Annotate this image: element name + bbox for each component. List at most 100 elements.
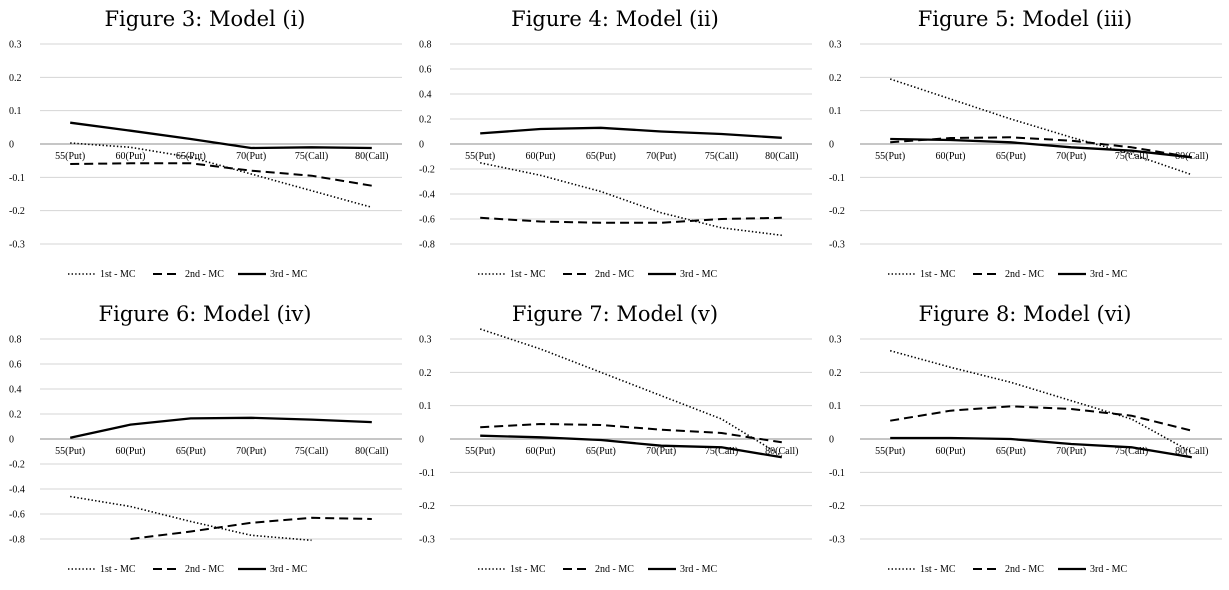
x-tick-label: 75(Call)	[295, 151, 328, 162]
chart-title: Figure 8: Model (vi)	[919, 302, 1132, 326]
series-line-3	[480, 126, 782, 139]
y-tick-label: -0.8	[419, 240, 435, 251]
y-tick-label: -0.8	[9, 535, 25, 546]
x-tick-label: 55(Put)	[55, 151, 85, 162]
x-tick-label: 75(Call)	[1115, 151, 1148, 162]
y-tick-label: 0.3	[9, 40, 22, 51]
y-tick-label: 0	[829, 140, 834, 151]
y-tick-label: 0.3	[829, 40, 842, 51]
y-tick-label: 0	[9, 140, 14, 151]
chart-svg: Figure 4: Model (ii) 0.8 0.6 0.4 0.2 0 -0.2 -0.…	[419, 7, 812, 280]
y-tick-label: 0.1	[829, 401, 842, 412]
x-tick-label: 55(Put)	[875, 446, 905, 457]
series-line-3	[69, 416, 372, 439]
chart-2: Figure 4: Model (ii) 0.8 0.6 0.4 0.2 0 -0.2 -0.…	[410, 0, 820, 295]
y-tick-label: -0.3	[829, 240, 845, 251]
series-line-3	[70, 121, 372, 150]
y-tick-label: 0.3	[419, 335, 432, 346]
x-tick-label: 65(Put)	[176, 446, 206, 457]
y-tick-label: -0.4	[419, 190, 435, 201]
series-line-2	[70, 162, 372, 187]
chart-svg: Figure 3: Model (i) 0.3 0.2 0.1 0 -0.1 -0.2 -0.…	[9, 7, 402, 280]
x-tick-label: 70(Put)	[1056, 151, 1086, 162]
y-tick-label: -0.6	[9, 510, 25, 521]
y-tick-label: 0.8	[9, 335, 22, 346]
y-tick-label: 0	[829, 435, 834, 446]
chart-3: Figure 5: Model (iii) 0.3 0.2 0.1 0 -0.1 -0.2 -…	[820, 0, 1229, 295]
x-tick-label: 55(Put)	[465, 151, 495, 162]
y-tick-label: 0.4	[419, 90, 432, 101]
y-tick-label: 0.1	[9, 106, 22, 117]
legend-label: 1st - MC	[100, 564, 136, 575]
chart-svg: Figure 7: Model (v) 0.3 0.2 0.1 0 -0.1 -0.2 -0.…	[419, 302, 812, 575]
y-tick-label: 0.3	[829, 335, 842, 346]
y-tick-label: -0.2	[829, 206, 845, 217]
x-tick-label: 60(Put)	[936, 446, 966, 457]
chart-6: Figure 8: Model (vi) 0.3 0.2 0.1 0 -0.1 -0.2 -0…	[820, 295, 1229, 590]
y-tick-label: -0.1	[9, 173, 25, 184]
y-tick-label: -0.1	[829, 468, 845, 479]
x-tick-label: 60(Put)	[526, 446, 556, 457]
x-tick-label: 65(Put)	[996, 446, 1026, 457]
y-tick-label: 0.1	[829, 106, 842, 117]
legend-label: 1st - MC	[100, 269, 136, 280]
series-line-2	[130, 516, 372, 540]
x-tick-label: 60(Put)	[526, 151, 556, 162]
series-line-1	[70, 495, 312, 542]
y-tick-label: 0	[419, 435, 424, 446]
chart-title: Figure 5: Model (iii)	[918, 7, 1132, 31]
y-tick-label: 0.2	[829, 368, 842, 379]
legend-label: 3rd - MC	[270, 564, 308, 575]
y-tick-label: -0.3	[419, 535, 435, 546]
y-tick-label: 0.1	[419, 401, 432, 412]
x-tick-label: 70(Put)	[646, 446, 676, 457]
legend-label: 2nd - MC	[595, 564, 634, 575]
y-tick-label: -0.2	[9, 460, 25, 471]
x-tick-label: 75(Call)	[705, 151, 738, 162]
chart-4: Figure 6: Model (iv) 0.8 0.6 0.4 0.2 0 -0.2 -0.…	[0, 295, 410, 590]
chart-svg: Figure 6: Model (iv) 0.8 0.6 0.4 0.2 0 -0.2 -0.…	[9, 302, 402, 575]
x-tick-label: 65(Put)	[996, 151, 1026, 162]
y-tick-label: 0.2	[419, 115, 432, 126]
x-tick-label: 75(Call)	[295, 446, 328, 457]
y-tick-label: 0.2	[419, 368, 432, 379]
x-tick-label: 55(Put)	[875, 151, 905, 162]
x-tick-label: 65(Put)	[586, 151, 616, 162]
y-tick-label: -0.2	[9, 206, 25, 217]
x-tick-label: 65(Put)	[176, 151, 206, 162]
x-tick-label: 80(Call)	[765, 151, 798, 162]
series-line-1	[889, 78, 1193, 176]
x-tick-label: 55(Put)	[465, 446, 495, 457]
chart-1: Figure 3: Model (i) 0.3 0.2 0.1 0 -0.1 -0.2 -0.…	[0, 0, 410, 295]
legend-label: 3rd - MC	[1090, 269, 1128, 280]
y-tick-label: 0.2	[9, 73, 22, 84]
x-tick-label: 80(Call)	[355, 151, 388, 162]
x-tick-label: 80(Call)	[765, 446, 798, 457]
series-line-2	[480, 216, 782, 224]
legend-label: 2nd - MC	[1005, 269, 1044, 280]
y-tick-label: 0.6	[9, 360, 22, 371]
x-tick-label: 75(Call)	[705, 446, 738, 457]
series-line-1	[480, 162, 782, 237]
legend-label: 2nd - MC	[1005, 564, 1044, 575]
x-tick-label: 55(Put)	[55, 446, 85, 457]
y-tick-label: -0.2	[419, 501, 435, 512]
x-tick-label: 70(Put)	[1056, 446, 1086, 457]
chart-title: Figure 3: Model (i)	[104, 7, 305, 31]
y-tick-label: -0.1	[419, 468, 435, 479]
chart-title: Figure 7: Model (v)	[512, 302, 718, 326]
y-tick-label: 0.8	[419, 40, 432, 51]
y-tick-label: -0.4	[9, 485, 25, 496]
y-tick-label: -0.3	[9, 240, 25, 251]
legend-label: 3rd - MC	[1090, 564, 1128, 575]
series-line-2	[480, 423, 782, 444]
x-tick-label: 60(Put)	[116, 446, 146, 457]
legend-label: 3rd - MC	[680, 269, 718, 280]
legend-label: 1st - MC	[920, 564, 956, 575]
series-line-3	[890, 436, 1192, 459]
chart-title: Figure 6: Model (iv)	[99, 302, 312, 326]
x-tick-label: 70(Put)	[646, 151, 676, 162]
y-tick-label: 0.2	[9, 410, 22, 421]
y-tick-label: 0	[419, 140, 424, 151]
